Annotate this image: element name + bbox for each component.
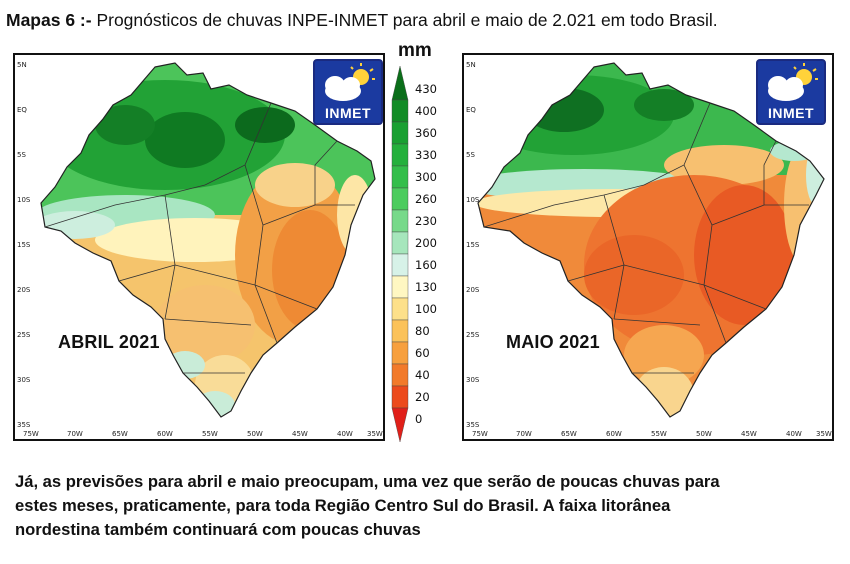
- map-label-april: ABRIL 2021: [58, 332, 160, 352]
- legend-tick-label: 200: [415, 236, 437, 250]
- lat-label: EQ: [466, 106, 476, 114]
- legend-band: [391, 407, 409, 443]
- legend-unit: mm: [398, 40, 432, 61]
- may-state-borders: [483, 102, 809, 374]
- commentary-line: Já, as previsões para abril e maio preoc…: [15, 472, 720, 491]
- legend-tick-label: 300: [415, 170, 437, 184]
- inmet-logo: INMET: [756, 59, 826, 125]
- lon-label: 50W: [696, 430, 712, 438]
- lat-label: 30S: [17, 376, 31, 384]
- map-panel-april: 5N EQ 5S 10S 15S 20S 25S 30S 35S 75W 70W…: [13, 53, 385, 441]
- page-headline: Mapas 6 :- Prognósticos de chuvas INPE-I…: [6, 10, 846, 31]
- legend-band: [391, 209, 409, 233]
- logo-text: INMET: [767, 105, 815, 121]
- rainfall-legend: mm 430 400 360 330 300 260 230 200 160 130 100 80 60…: [388, 40, 462, 444]
- lat-label: EQ: [17, 106, 27, 114]
- commentary-paragraph: Já, as previsões para abril e maio preoc…: [15, 470, 837, 542]
- legend-band: [391, 187, 409, 211]
- lon-label: 40W: [337, 430, 353, 438]
- legend-band: [391, 231, 409, 255]
- april-state-borders: [44, 102, 355, 374]
- lon-label: 70W: [516, 430, 532, 438]
- legend-band: [391, 319, 409, 343]
- lat-label: 5N: [17, 61, 27, 69]
- may-lat-axis: 5N EQ 5S 10S 15S 20S 25S 30S 35S: [466, 61, 480, 429]
- lon-label: 40W: [786, 430, 802, 438]
- lon-label: 45W: [741, 430, 757, 438]
- lon-label: 45W: [292, 430, 308, 438]
- legend-band: [391, 385, 409, 409]
- lat-label: 5N: [466, 61, 476, 69]
- april-lat-axis: 5N EQ 5S 10S 15S 20S 25S 30S 35S: [17, 61, 31, 429]
- map-panel-may: 5N EQ 5S 10S 15S 20S 25S 30S 35S 75W 70W…: [462, 53, 834, 441]
- lon-label: 75W: [23, 430, 39, 438]
- headline-prefix: Mapas 6 :-: [6, 10, 92, 30]
- lat-label: 15S: [17, 241, 31, 249]
- commentary-line: nordestina também continuará com poucas …: [15, 520, 421, 539]
- weather-cloud-sun-icon: [325, 63, 375, 101]
- legend-band: [391, 341, 409, 365]
- lat-label: 20S: [17, 286, 31, 294]
- legend-tick-label: 40: [415, 368, 430, 382]
- legend-tick-label: 0: [415, 412, 423, 426]
- lat-label: 5S: [466, 151, 475, 159]
- legend-band: [391, 297, 409, 321]
- lat-label: 25S: [466, 331, 480, 339]
- legend-band: [391, 253, 409, 277]
- lat-label: 15S: [466, 241, 480, 249]
- legend-tick-label: 80: [415, 324, 430, 338]
- may-lon-axis: 75W 70W 65W 60W 55W 50W 45W 40W 35W: [472, 430, 832, 438]
- legend-tick-label: 430: [415, 82, 437, 96]
- lat-label: 35S: [17, 421, 31, 429]
- lon-label: 65W: [112, 430, 128, 438]
- lon-label: 50W: [247, 430, 263, 438]
- commentary-line: estes meses, praticamente, para toda Reg…: [15, 496, 671, 515]
- legend-band: [391, 65, 409, 101]
- lon-label: 75W: [472, 430, 488, 438]
- lat-label: 35S: [466, 421, 480, 429]
- legend-band: [391, 363, 409, 387]
- logo-text: INMET: [324, 105, 372, 121]
- legend-tick-label: 330: [415, 148, 437, 162]
- lat-label: 30S: [466, 376, 480, 384]
- lat-label: 5S: [17, 151, 26, 159]
- april-lon-axis: 75W 70W 65W 60W 55W 50W 45W 40W 35W: [23, 430, 383, 438]
- legend-tick-label: 360: [415, 126, 437, 140]
- legend-band: [391, 99, 409, 123]
- legend-colorbar: [391, 65, 409, 443]
- legend-tick-label: 230: [415, 214, 437, 228]
- lon-label: 60W: [606, 430, 622, 438]
- legend-band: [391, 165, 409, 189]
- lat-label: 10S: [466, 196, 480, 204]
- lon-label: 55W: [651, 430, 667, 438]
- legend-band: [391, 121, 409, 145]
- headline-text: Prognósticos de chuvas INPE-INMET para a…: [91, 10, 718, 30]
- lat-label: 25S: [17, 331, 31, 339]
- lat-label: 20S: [466, 286, 480, 294]
- legend-tick-label: 160: [415, 258, 437, 272]
- lon-label: 35W: [816, 430, 832, 438]
- lat-label: 10S: [17, 196, 31, 204]
- map-label-may: MAIO 2021: [506, 332, 600, 352]
- lon-label: 35W: [367, 430, 383, 438]
- lon-label: 65W: [561, 430, 577, 438]
- legend-tick-label: 20: [415, 390, 430, 404]
- inmet-logo: INMET: [313, 59, 383, 125]
- legend-tick-label: 260: [415, 192, 437, 206]
- legend-tick-label: 100: [415, 302, 437, 316]
- lon-label: 55W: [202, 430, 218, 438]
- legend-tick-label: 60: [415, 346, 430, 360]
- lon-label: 70W: [67, 430, 83, 438]
- legend-band: [391, 275, 409, 299]
- legend-tick-label: 130: [415, 280, 437, 294]
- lon-label: 60W: [157, 430, 173, 438]
- legend-tick-label: 400: [415, 104, 437, 118]
- weather-cloud-sun-icon: [768, 63, 818, 101]
- legend-band: [391, 143, 409, 167]
